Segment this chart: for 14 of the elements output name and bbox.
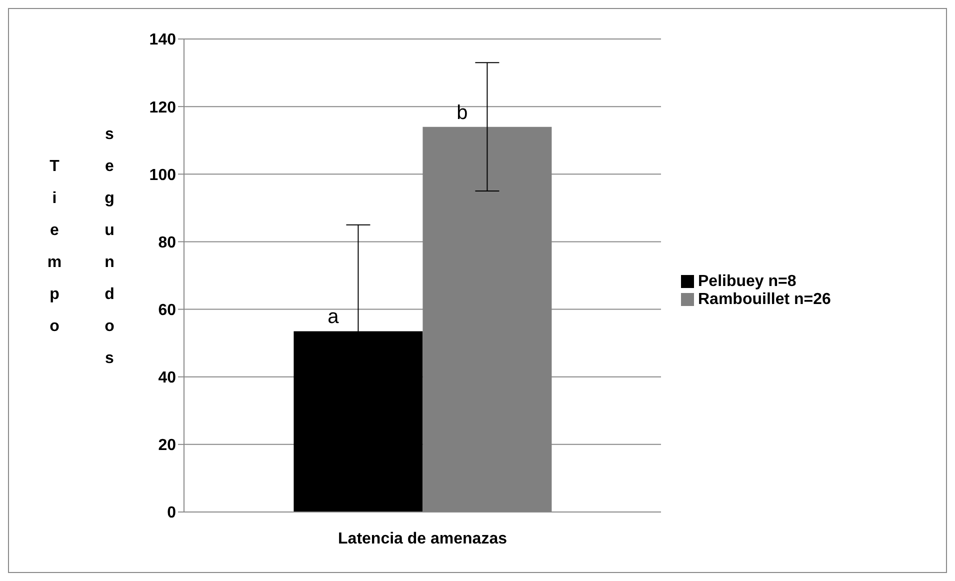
y-tick-label: 100 bbox=[149, 166, 176, 184]
y-tick-label: 20 bbox=[158, 437, 176, 454]
y-tick-label: 60 bbox=[158, 302, 176, 319]
text: Tiempo segundos bbox=[46, 126, 118, 382]
legend-label: Rambouillet n=26 bbox=[698, 290, 831, 308]
annotation: b bbox=[456, 102, 468, 124]
y-tick-label: 80 bbox=[158, 234, 176, 252]
y-tick-label: 0 bbox=[167, 504, 176, 522]
annotation: a bbox=[328, 306, 340, 328]
y-tick-label: 40 bbox=[158, 370, 176, 387]
x-tick-label: Latencia de amenazas bbox=[338, 530, 508, 548]
legend-label: Pelibuey n=8 bbox=[698, 272, 796, 290]
y-tick-label: 120 bbox=[149, 99, 176, 116]
y-tick-label: 140 bbox=[149, 32, 176, 49]
